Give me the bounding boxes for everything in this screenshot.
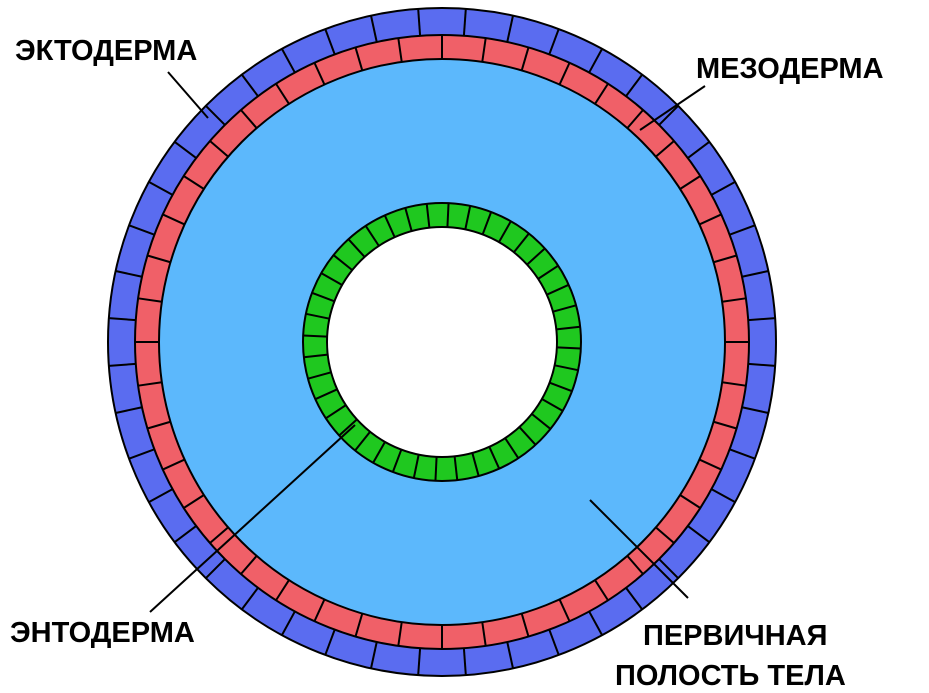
cell-border bbox=[447, 203, 448, 227]
pointer-line bbox=[168, 72, 208, 118]
label: ПЕРВИЧНАЯ bbox=[643, 620, 827, 652]
cell-border bbox=[435, 457, 436, 481]
cell-border bbox=[303, 335, 327, 336]
diagram: ЭКТОДЕРМА МЕЗОДЕРМА ЭНТОДЕРМА ПЕРВИЧНАЯ … bbox=[0, 0, 929, 693]
label: ЭКТОДЕРМА bbox=[15, 35, 197, 67]
gut-lumen bbox=[327, 227, 557, 457]
label: ПОЛОСТЬ ТЕЛА bbox=[615, 660, 846, 692]
cell-border bbox=[557, 347, 581, 348]
label: ЭНТОДЕРМА bbox=[10, 617, 195, 649]
label: МЕЗОДЕРМА bbox=[696, 53, 884, 85]
